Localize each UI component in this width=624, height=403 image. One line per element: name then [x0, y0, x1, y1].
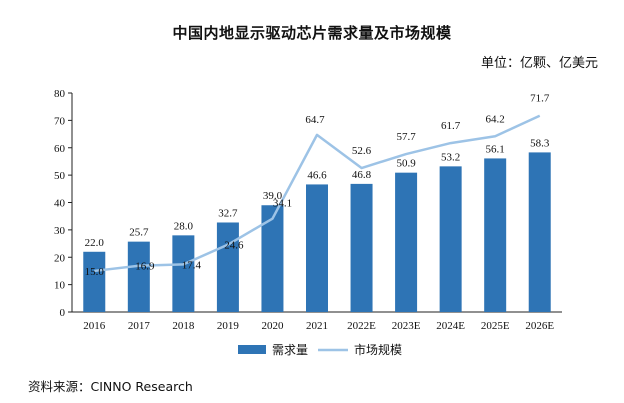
bar-data-label: 46.8	[352, 169, 372, 181]
chart-title: 中国内地显示驱动芯片需求量及市场规模	[172, 24, 452, 42]
bar-data-label: 53.2	[441, 151, 460, 163]
bar-demand	[216, 222, 239, 312]
line-data-label: 16.9	[135, 261, 155, 273]
bar-demand	[350, 183, 373, 312]
y-tick-label: 70	[54, 115, 66, 127]
legend-line-label: 市场规模	[354, 342, 402, 357]
legend-bar-swatch	[238, 345, 266, 354]
x-tick-label: 2024E	[436, 320, 465, 332]
source-note: 资料来源：CINNO Research	[28, 379, 193, 394]
x-tick-label: 2018	[172, 320, 195, 332]
line-data-label: 57.7	[396, 131, 416, 143]
x-tick-label: 2016	[83, 320, 106, 332]
bar-data-label: 22.0	[85, 237, 105, 249]
x-tick-label: 2020	[261, 320, 284, 332]
bar-demand	[306, 184, 328, 312]
bar-demand	[83, 251, 106, 312]
bar-demand	[261, 205, 284, 312]
line-data-label: 34.1	[273, 198, 292, 210]
bar-demand	[439, 166, 462, 312]
line-data-label: 71.7	[530, 93, 550, 105]
bar-demand	[484, 158, 507, 312]
y-tick-label: 30	[54, 225, 66, 237]
x-tick-label: 2026E	[525, 320, 554, 332]
legend-bar-label: 需求量	[272, 343, 308, 357]
x-tick-label: 2017	[128, 320, 151, 332]
line-data-label: 64.2	[486, 113, 505, 125]
line-data-label: 64.7	[305, 114, 325, 126]
bar-demand	[172, 235, 195, 312]
line-data-label: 61.7	[441, 120, 461, 132]
bar-data-label: 32.7	[218, 207, 238, 219]
y-tick-label: 50	[54, 170, 66, 182]
x-tick-label: 2023E	[392, 320, 421, 332]
line-data-label: 24.6	[224, 240, 244, 252]
bar-demand	[395, 172, 418, 312]
y-tick-label: 60	[54, 143, 66, 155]
bar-demand	[127, 241, 150, 312]
bar-data-label: 28.0	[174, 220, 194, 232]
x-tick-label: 2022E	[347, 320, 376, 332]
bar-data-label: 25.7	[129, 227, 149, 239]
bar-data-label: 56.1	[486, 143, 505, 155]
y-tick-label: 0	[60, 307, 66, 319]
unit-label: 单位：亿颗、亿美元	[480, 56, 598, 71]
line-data-label: 15.0	[85, 266, 105, 278]
x-tick-label: 2021	[306, 320, 328, 332]
bar-data-label: 58.3	[530, 137, 550, 149]
x-tick-label: 2019	[217, 320, 240, 332]
bar-demand	[528, 152, 551, 312]
line-data-label: 52.6	[352, 145, 372, 157]
y-tick-label: 40	[54, 198, 66, 210]
bar-data-label: 46.6	[307, 169, 327, 181]
bar-data-label: 39.0	[263, 190, 283, 202]
y-tick-label: 20	[54, 252, 66, 264]
bar-data-label: 50.9	[396, 158, 416, 170]
x-tick-label: 2025E	[481, 320, 510, 332]
y-tick-label: 10	[54, 280, 66, 292]
y-tick-label: 80	[54, 88, 66, 100]
line-data-label: 17.4	[182, 259, 202, 271]
